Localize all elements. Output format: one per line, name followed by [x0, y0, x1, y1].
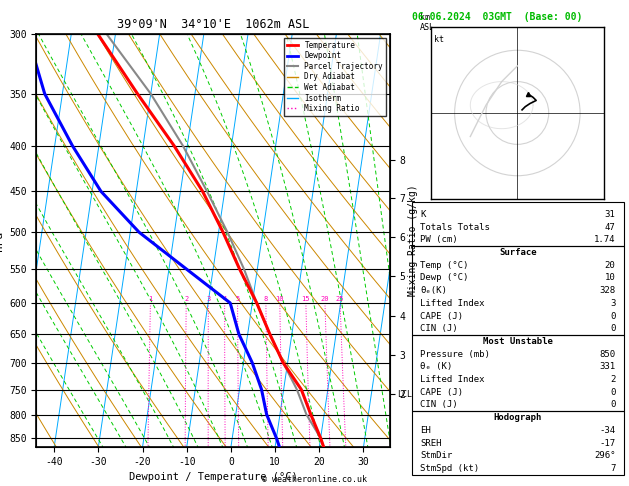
Text: 3: 3 [206, 295, 211, 302]
Text: 2: 2 [184, 295, 188, 302]
Text: SREH: SREH [420, 438, 442, 448]
Legend: Temperature, Dewpoint, Parcel Trajectory, Dry Adiabat, Wet Adiabat, Isotherm, Mi: Temperature, Dewpoint, Parcel Trajectory… [284, 38, 386, 116]
Text: StmDir: StmDir [420, 451, 453, 460]
Text: Totals Totals: Totals Totals [420, 223, 491, 232]
Text: 8: 8 [264, 295, 268, 302]
Text: 0: 0 [610, 400, 616, 409]
Text: EH: EH [420, 426, 431, 435]
Text: 1.74: 1.74 [594, 235, 616, 244]
Text: © weatheronline.co.uk: © weatheronline.co.uk [262, 474, 367, 484]
Text: 328: 328 [599, 286, 616, 295]
Text: 5: 5 [235, 295, 240, 302]
Text: Most Unstable: Most Unstable [483, 337, 553, 346]
Y-axis label: Mixing Ratio (g/kg): Mixing Ratio (g/kg) [408, 185, 418, 296]
Text: CAPE (J): CAPE (J) [420, 312, 464, 320]
Text: CIN (J): CIN (J) [420, 400, 458, 409]
Text: Lifted Index: Lifted Index [420, 299, 485, 308]
Text: km
ASL: km ASL [420, 13, 435, 32]
Text: θₑ(K): θₑ(K) [420, 286, 447, 295]
Text: kt: kt [434, 35, 444, 44]
Text: 20: 20 [604, 260, 616, 270]
Text: CIN (J): CIN (J) [420, 324, 458, 333]
Text: 10: 10 [604, 274, 616, 282]
Text: 0: 0 [610, 324, 616, 333]
Text: 10: 10 [276, 295, 284, 302]
Text: CAPE (J): CAPE (J) [420, 388, 464, 397]
Text: Hodograph: Hodograph [494, 413, 542, 422]
Text: 4: 4 [223, 295, 226, 302]
Text: -17: -17 [599, 438, 616, 448]
Text: 2: 2 [610, 375, 616, 384]
X-axis label: Dewpoint / Temperature (°C): Dewpoint / Temperature (°C) [129, 472, 298, 483]
Text: PW (cm): PW (cm) [420, 235, 458, 244]
Text: 1: 1 [148, 295, 153, 302]
Text: 15: 15 [302, 295, 310, 302]
Bar [412, 411, 624, 475]
Text: Dewp (°C): Dewp (°C) [420, 274, 469, 282]
Text: 3: 3 [610, 299, 616, 308]
Y-axis label: hPa: hPa [0, 230, 4, 251]
Text: Surface: Surface [499, 248, 537, 257]
Text: θₑ (K): θₑ (K) [420, 363, 453, 371]
Text: 296°: 296° [594, 451, 616, 460]
Bar [412, 246, 624, 335]
Text: 25: 25 [336, 295, 344, 302]
Bar [412, 202, 624, 246]
Text: 850: 850 [599, 349, 616, 359]
Text: 06.06.2024  03GMT  (Base: 00): 06.06.2024 03GMT (Base: 00) [412, 12, 582, 22]
Text: StmSpd (kt): StmSpd (kt) [420, 464, 479, 473]
Text: Pressure (mb): Pressure (mb) [420, 349, 491, 359]
Text: 47: 47 [604, 223, 616, 232]
Text: 31: 31 [604, 210, 616, 219]
Bar [412, 335, 624, 411]
Text: 331: 331 [599, 363, 616, 371]
Text: Lifted Index: Lifted Index [420, 375, 485, 384]
Text: -34: -34 [599, 426, 616, 435]
Text: K: K [420, 210, 426, 219]
Text: 20: 20 [321, 295, 329, 302]
Text: LCL: LCL [397, 390, 412, 399]
Title: 39°09'N  34°10'E  1062m ASL: 39°09'N 34°10'E 1062m ASL [117, 18, 309, 32]
Text: 0: 0 [610, 388, 616, 397]
Text: 7: 7 [610, 464, 616, 473]
Text: Temp (°C): Temp (°C) [420, 260, 469, 270]
Text: 0: 0 [610, 312, 616, 320]
